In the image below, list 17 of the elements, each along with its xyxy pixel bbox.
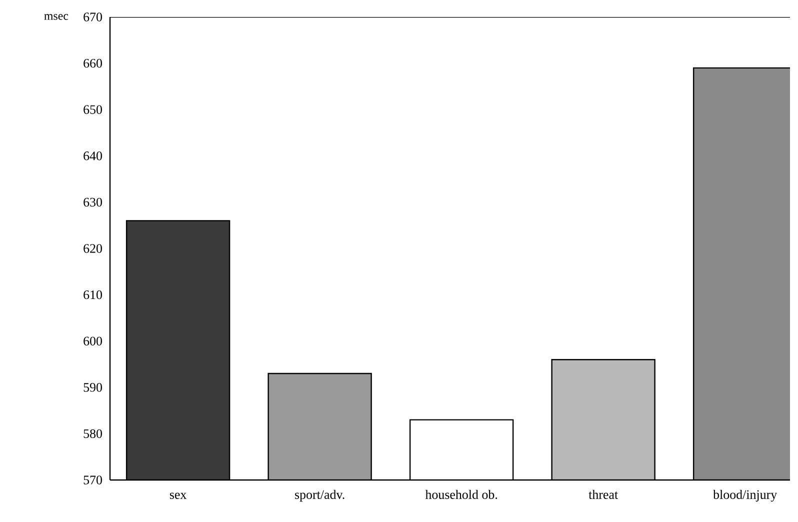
y-tick-label: 640	[84, 152, 102, 160]
y-tick-label: 630	[84, 198, 102, 207]
x-tick-label: blood/injury	[713, 490, 778, 502]
y-tick-label: 590	[84, 383, 102, 392]
x-tick-label: threat	[588, 490, 618, 499]
y-tick-label: 580	[84, 429, 102, 438]
x-tick-label: sex	[170, 492, 187, 499]
y-tick-label: 570	[84, 476, 102, 484]
y-tick-label: 600	[84, 336, 102, 346]
y-tick-label: 670	[84, 12, 102, 22]
y-tick-label: 650	[84, 105, 102, 114]
y-axis-title: msec	[44, 14, 68, 20]
x-tick-label: sport/adv.	[295, 490, 344, 502]
y-tick-label: 610	[84, 290, 102, 300]
y-tick-label: 660	[84, 58, 102, 68]
x-tick-label: household ob.	[425, 490, 498, 500]
y-tick-label: 620	[84, 244, 102, 253]
